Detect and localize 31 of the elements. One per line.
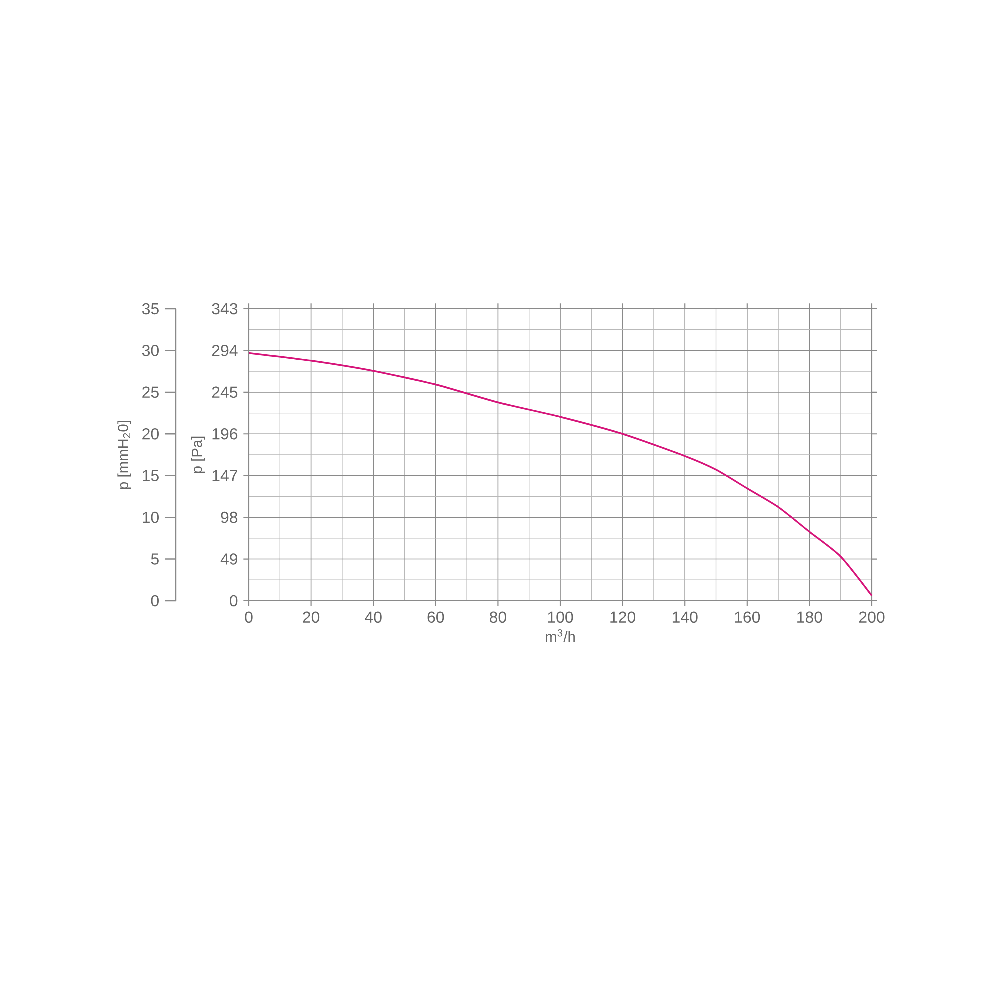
y2-tick-label: 0 xyxy=(151,595,159,607)
y2-tick-label: 25 xyxy=(142,386,159,398)
x-tick-label: 180 xyxy=(798,612,822,624)
y2-tick-label: 20 xyxy=(142,428,159,440)
y-tick-label: 196 xyxy=(212,428,238,440)
x-tick-label: 80 xyxy=(490,612,506,624)
y-tick-label: 147 xyxy=(212,470,238,482)
y-tick-label: 294 xyxy=(212,345,238,356)
y-axis-title: p [Pa] xyxy=(191,436,206,474)
y2-tick-label: 10 xyxy=(143,512,159,524)
y-tick-label: 0 xyxy=(230,595,238,607)
y-tick-label: 343 xyxy=(212,303,238,315)
y2-tick-label: 5 xyxy=(151,554,159,565)
y2-tick-label: 35 xyxy=(142,303,159,315)
x-tick-label: 100 xyxy=(548,612,574,624)
x-tick-label: 20 xyxy=(303,612,320,624)
x-tick-label: 140 xyxy=(672,612,698,624)
x-tick-label: 40 xyxy=(365,612,382,624)
y2-axis-title: p [mmH$_{2}$0] xyxy=(118,421,132,490)
x-tick-label: 120 xyxy=(610,612,636,624)
y2-tick-label: 15 xyxy=(143,470,159,482)
y-tick-label: 245 xyxy=(212,386,238,398)
x-tick-label: 200 xyxy=(859,612,885,624)
line-series xyxy=(249,352,872,597)
x-tick-label: 60 xyxy=(428,612,444,624)
x-tick-label: 160 xyxy=(735,612,760,624)
x-axis-title: m$^{3}$/h xyxy=(546,630,575,642)
y2-tick-label: 30 xyxy=(142,345,159,356)
x-tick-label: 0 xyxy=(245,612,253,624)
y-tick-label: 49 xyxy=(220,554,238,565)
y-tick-label: 98 xyxy=(221,512,238,524)
